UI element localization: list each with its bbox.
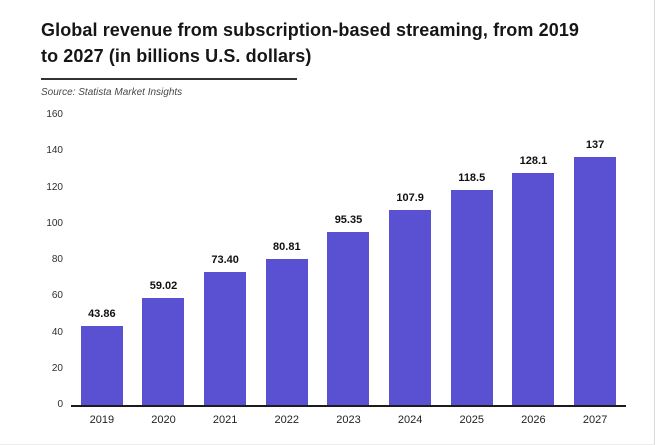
bar-column-2021: 73.40 2021: [204, 115, 247, 426]
bar-value-label: 73.40: [211, 254, 239, 267]
y-axis-tick-label: 100: [46, 217, 63, 229]
bar-column-2020: 59.02 2020: [142, 115, 185, 426]
title-underline: [41, 78, 297, 81]
x-axis-label: 2027: [582, 414, 608, 427]
y-axis-tick-label: 160: [46, 109, 63, 121]
x-axis-label: 2019: [89, 414, 115, 427]
bar-2026: [512, 173, 555, 406]
bar-value-label: 107.9: [396, 191, 424, 204]
bar-2027: [574, 156, 617, 406]
bar-column-2023: 95.35 2023: [327, 115, 370, 426]
x-axis-label: 2026: [521, 414, 546, 427]
bar-2022: [265, 258, 308, 406]
bar-2019: [80, 325, 123, 406]
bar-value-label: 95.35: [334, 214, 363, 227]
bar-value-label: 43.86: [88, 307, 116, 320]
plot-area: 0 20 40 60 80 100 120 140 160 43.86 2019 59.02 2020 7…: [46, 110, 626, 426]
x-axis-label: 2024: [397, 414, 423, 427]
bar-value-label: 59.02: [149, 280, 178, 293]
bar-value-label: 128.1: [519, 155, 548, 168]
chart-title: Global revenue from subscription-based s…: [41, 20, 580, 67]
x-axis-label: 2022: [274, 414, 300, 427]
bar-column-2024: 107.9 2024: [389, 115, 432, 426]
bar-2025: [450, 190, 493, 406]
y-axis-tick-label: 40: [51, 326, 63, 338]
source-text: Source: Statista Market Insights: [41, 87, 183, 99]
bar-2020: [142, 298, 185, 406]
bar-column-2019: 43.86 2019: [80, 115, 123, 426]
bar-chart: 0 20 40 60 80 100 120 140 160 43.86 2019 59.02 2020 7…: [41, 110, 634, 437]
bar-2021: [204, 272, 247, 406]
y-axis-tick-label: 140: [46, 145, 63, 157]
y-axis-tick-label: 60: [51, 290, 63, 302]
bar-column-2025: 118.5 2025: [450, 115, 493, 426]
bar-2023: [327, 232, 370, 406]
x-axis-label: 2020: [151, 414, 176, 427]
y-axis-tick-label: 120: [46, 181, 63, 193]
x-axis-label: 2023: [336, 414, 361, 427]
x-axis-label: 2021: [212, 414, 238, 427]
x-axis-label: 2025: [459, 414, 485, 427]
bar-value-label: 80.81: [273, 240, 301, 253]
y-axis-tick-label: 20: [51, 362, 63, 374]
bar-2024: [389, 209, 432, 406]
bar-column-2027: 137 2027: [574, 115, 617, 426]
bar-value-label: 137: [585, 138, 605, 151]
y-axis-tick-label: 80: [51, 254, 63, 266]
bar-value-label: 118.5: [458, 172, 486, 185]
bar-column-2022: 80.81 2022: [265, 115, 308, 426]
y-axis-tick-label: 0: [57, 399, 63, 411]
bar-column-2026: 128.1 2026: [512, 115, 555, 426]
